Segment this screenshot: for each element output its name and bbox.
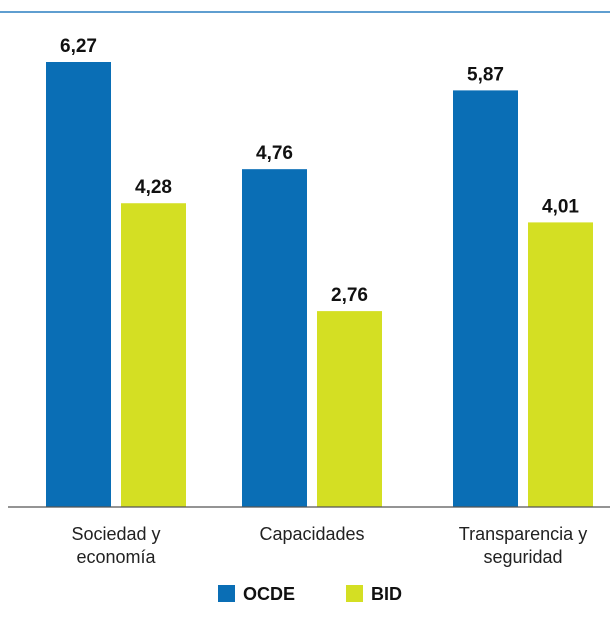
bar-bid-0 <box>121 203 186 508</box>
bar-ocde-0 <box>46 62 111 507</box>
legend-swatch-bid <box>346 585 363 602</box>
legend: OCDE BID <box>218 584 402 604</box>
category-label-line: Capacidades <box>259 524 364 544</box>
value-label-bid-1: 2,76 <box>331 285 368 306</box>
value-label-ocde-0: 6,27 <box>60 36 97 57</box>
value-label-bid-2: 4,01 <box>542 196 579 217</box>
category-label-line: Transparencia y <box>459 524 587 544</box>
bar-bid-2 <box>528 222 593 507</box>
category-label-line: seguridad <box>483 547 562 567</box>
category-label-line: economía <box>76 547 156 567</box>
value-label-ocde-2: 5,87 <box>467 64 504 85</box>
value-labels-group: 6,27 4,76 5,87 4,28 2,76 4,01 <box>60 36 579 306</box>
bar-ocde-1 <box>242 169 307 507</box>
bar-ocde-2 <box>453 90 518 507</box>
bars-group <box>46 62 593 508</box>
value-label-ocde-1: 4,76 <box>256 143 293 164</box>
bar-bid-1 <box>317 311 382 507</box>
category-label-line: Sociedad y <box>71 524 160 544</box>
value-label-bid-0: 4,28 <box>135 177 172 198</box>
legend-label-bid: BID <box>371 584 402 604</box>
category-labels-group: Sociedad y economía Capacidades Transparenc… <box>71 524 587 567</box>
legend-label-ocde: OCDE <box>243 584 295 604</box>
legend-swatch-ocde <box>218 585 235 602</box>
category-label-2: Transparencia y seguridad <box>459 524 587 567</box>
category-label-0: Sociedad y economía <box>71 524 160 567</box>
category-label-1: Capacidades <box>259 524 364 544</box>
